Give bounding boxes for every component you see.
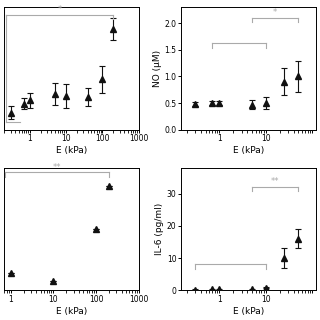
X-axis label: E (kPa): E (kPa) <box>56 146 87 155</box>
X-axis label: E (kPa): E (kPa) <box>233 307 264 316</box>
Text: *: * <box>273 8 277 17</box>
Text: *: * <box>57 5 61 14</box>
Text: **: ** <box>271 177 279 186</box>
Text: **: ** <box>53 163 61 172</box>
Y-axis label: NO (μM): NO (μM) <box>153 50 162 87</box>
X-axis label: E (kPa): E (kPa) <box>56 307 87 316</box>
X-axis label: E (kPa): E (kPa) <box>233 146 264 155</box>
Y-axis label: IL-6 (pg/ml): IL-6 (pg/ml) <box>155 203 164 255</box>
